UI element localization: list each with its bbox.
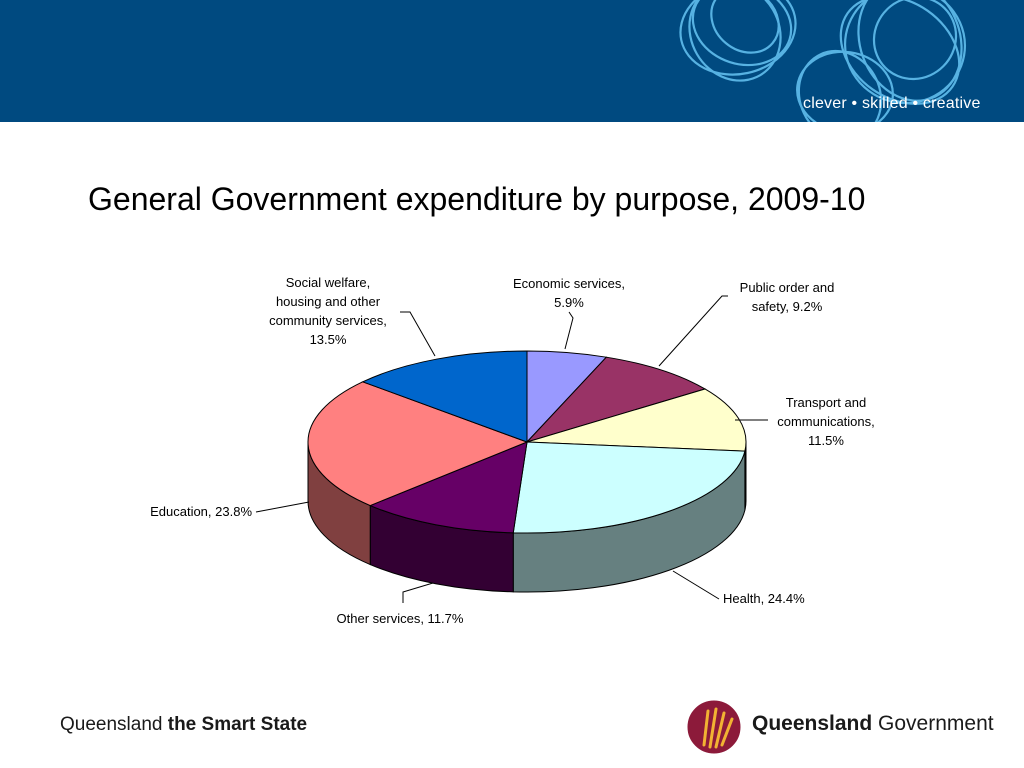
leader-health: [672, 570, 720, 600]
slice-other-services: [368, 441, 528, 534]
leader-other-services: [402, 582, 434, 603]
label-social-welfare-housing-and-other-community-services-line-4: 13.5%: [310, 332, 347, 347]
label-transport-and-communications-line-3: 11.5%: [808, 433, 844, 448]
slice-social-welfare-housing-and-other-community-services: [361, 350, 528, 443]
label-transport-and-communications-line-1: Transport and: [786, 395, 866, 410]
label-social-welfare-housing-and-other-community-services-line-2: housing and other: [276, 294, 381, 309]
pie-tops: [307, 350, 747, 534]
slice-public-order-and-safety: [525, 356, 707, 444]
label-public-order-and-safety-line-2: safety, 9.2%: [752, 299, 823, 314]
slice-education: [307, 381, 529, 507]
label-public-order-and-safety-line-1: Public order and: [740, 280, 835, 295]
label-transport-and-communications-line-2: communications,: [777, 414, 875, 429]
queensland-government-wordmark: Queensland Government: [752, 712, 994, 736]
leader-economic-services: [564, 311, 574, 350]
wordmark-regular: Government: [872, 712, 994, 735]
slide-title: General Government expenditure by purpos…: [88, 181, 866, 217]
label-education-line-1: Education, 23.8%: [150, 504, 252, 519]
footer-left-bold: the Smart State: [167, 714, 308, 735]
slice-health: [512, 441, 746, 534]
label-social-welfare-housing-and-other-community-services-line-1: Social welfare,: [286, 275, 371, 290]
label-other-services-line-1: Other services, 11.7%: [337, 611, 464, 626]
leader-social-welfare-housing-and-other-community-services: [400, 311, 436, 357]
slice-labels: Economic services, 5.9% Public order and sa…: [150, 275, 875, 626]
footer-smart-state: Queensland the Smart State: [60, 714, 307, 736]
label-health-line-1: Health, 24.4%: [723, 591, 805, 606]
label-social-welfare-housing-and-other-community-services-line-3: community services,: [269, 313, 387, 328]
swirl-logo-graphic: [679, 0, 967, 122]
leader-education: [255, 501, 310, 513]
label-economic-services-line-1: Economic services,: [513, 276, 625, 291]
slice-transport-and-communications: [526, 388, 747, 452]
tagline: clever • skilled • creative: [803, 95, 981, 112]
pie-sides: [307, 441, 747, 593]
label-leaders: [255, 295, 768, 603]
queensland-crest-icon: [686, 699, 742, 755]
footer-left-regular: Queensland: [60, 714, 168, 735]
label-economic-services-line-2: 5.9%: [554, 295, 584, 310]
header-banner: clever • skilled • creative: [0, 0, 1024, 122]
wordmark-bold: Queensland: [752, 712, 873, 735]
leader-public-order-and-safety: [658, 295, 728, 367]
